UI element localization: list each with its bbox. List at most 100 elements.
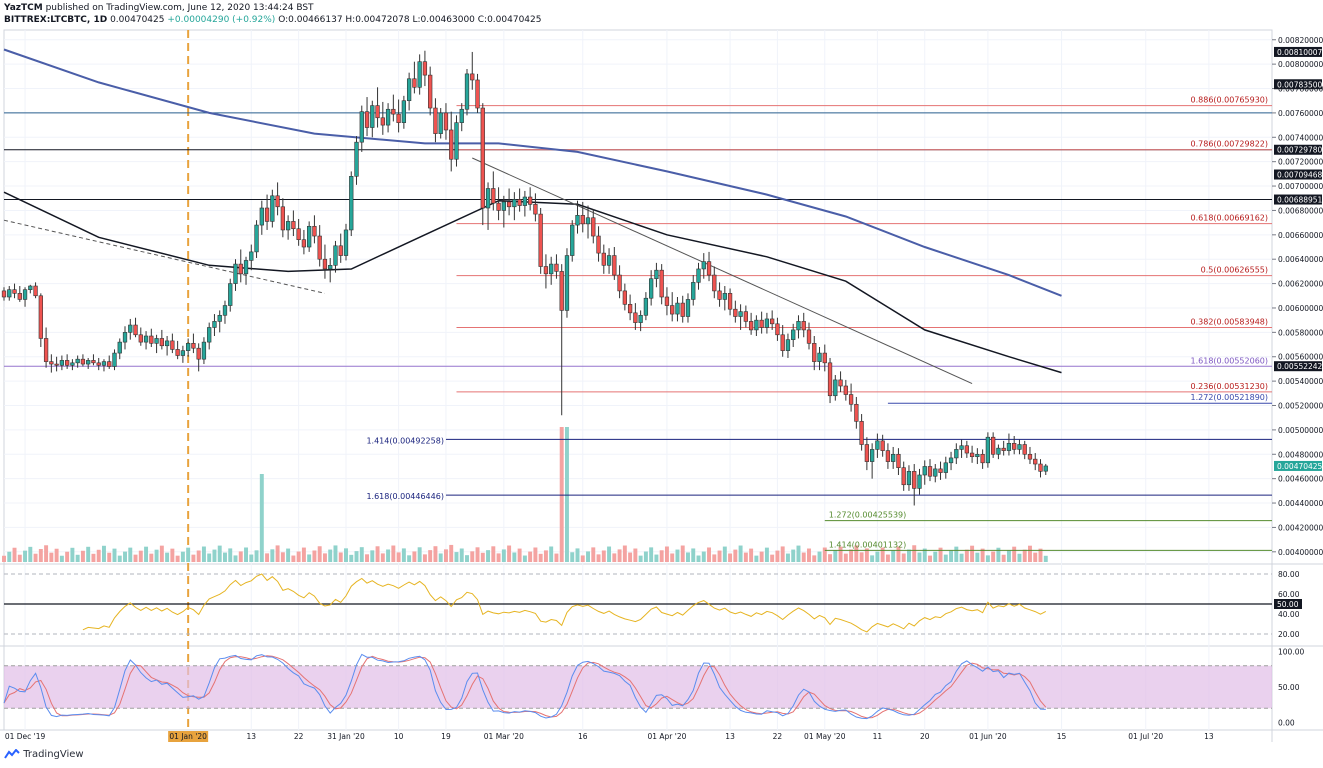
volume-bar: [670, 553, 675, 562]
candle-body: [307, 225, 312, 248]
price-label-text: 0.00783500: [1277, 80, 1323, 89]
volume-bar: [449, 544, 454, 562]
volume-bar: [733, 549, 738, 562]
candle-body: [875, 440, 880, 450]
candle-body: [827, 362, 833, 397]
volume-bar: [970, 545, 975, 562]
volume-bar: [149, 553, 154, 562]
price-label-text: 0.00688951: [1277, 196, 1323, 205]
candle-body: [527, 196, 533, 205]
volume-bar: [101, 545, 106, 562]
volume-bar: [528, 551, 533, 562]
candle-body: [848, 394, 854, 405]
price-axis-label: 0.00680000: [1278, 206, 1323, 215]
candle-body: [1012, 443, 1017, 450]
volume-bar: [233, 555, 238, 562]
price-axis-label: 0.00580000: [1278, 328, 1323, 337]
time-axis-label: 01 Dec '19: [5, 732, 46, 741]
price-label-text: 0.00729780: [1277, 146, 1323, 155]
volume-bar: [86, 546, 91, 562]
candle-body: [285, 221, 291, 231]
volume-bar: [507, 545, 512, 562]
volume-bar: [596, 554, 601, 562]
volume-bar: [938, 547, 943, 562]
candle-body: [554, 263, 559, 272]
candle-body: [196, 347, 201, 360]
candle-body: [817, 352, 822, 362]
candle-body: [312, 225, 317, 237]
volume-bar: [475, 547, 480, 562]
price-axis-label: 0.00500000: [1278, 426, 1323, 435]
volume-bar: [522, 555, 527, 562]
volume-bar: [817, 551, 822, 562]
candle-body: [738, 311, 743, 317]
candle-body: [812, 343, 817, 362]
candle-body: [217, 314, 222, 322]
candle-body: [475, 79, 480, 109]
volume-bar: [501, 549, 506, 562]
price-axis-label: 0.00600000: [1278, 304, 1323, 313]
price-axis-label: 0.00660000: [1278, 231, 1323, 240]
price-axis-label: 0.00520000: [1278, 402, 1323, 411]
volume-bar: [217, 545, 222, 562]
volume-bar: [764, 547, 769, 562]
volume-bar: [743, 552, 748, 562]
price-label-box: [1274, 144, 1322, 155]
volume-bar: [486, 550, 491, 562]
volume-bar: [228, 548, 233, 562]
price-label-text: 0.00810007: [1277, 48, 1323, 57]
candle-body: [543, 266, 549, 275]
candle-body: [243, 260, 249, 275]
time-label-highlight: [168, 731, 209, 742]
volume-bar: [622, 545, 627, 562]
volume-bar: [749, 548, 754, 562]
volume-bar: [433, 546, 438, 562]
volume-bar: [686, 552, 690, 562]
candle-body: [748, 321, 754, 331]
volume-bar: [549, 546, 554, 562]
candle-body: [180, 350, 186, 356]
candle-body: [517, 199, 522, 206]
time-axis-label: 19: [441, 732, 451, 741]
candle-body: [664, 296, 670, 306]
candle-body: [38, 295, 43, 339]
candle-body: [70, 362, 75, 366]
volume-bar: [291, 555, 296, 562]
volume-bar: [223, 552, 227, 562]
volume-bar: [312, 550, 317, 562]
volume-bar: [333, 545, 338, 562]
volume-bar: [23, 550, 28, 562]
candle-body: [980, 453, 985, 464]
candle-body: [138, 334, 143, 343]
candle-body: [538, 213, 543, 267]
brand-name[interactable]: TradingView: [23, 749, 84, 760]
candle-body: [670, 305, 675, 315]
volume-bar: [154, 549, 159, 562]
price-axis-label: 0.00440000: [1278, 499, 1323, 508]
volume-bar: [617, 549, 622, 562]
author-name[interactable]: YazTCM: [4, 3, 43, 13]
volume-bar: [207, 553, 212, 562]
volume-bar: [643, 551, 648, 562]
candle-body: [433, 107, 438, 134]
volume-bar: [254, 550, 259, 562]
candle-body: [406, 78, 412, 102]
candle-body: [75, 358, 80, 364]
candle-body: [843, 385, 848, 395]
volume-bar: [554, 553, 559, 562]
candle-body: [822, 352, 827, 364]
volume-bar: [249, 554, 254, 562]
volume-bar: [191, 554, 196, 562]
price-axis-label: 0.00820000: [1278, 36, 1323, 45]
candle-body: [264, 207, 270, 222]
candle-body: [549, 263, 554, 275]
candle-body: [17, 293, 22, 300]
price-axis-label: 0.00800000: [1278, 60, 1323, 69]
volume-bar: [638, 555, 643, 562]
tradingview-logo-icon: [4, 749, 20, 759]
volume-bar: [1028, 545, 1032, 562]
candle-body: [64, 360, 70, 366]
price-label-box: [1274, 79, 1322, 90]
candle-body: [459, 108, 464, 123]
